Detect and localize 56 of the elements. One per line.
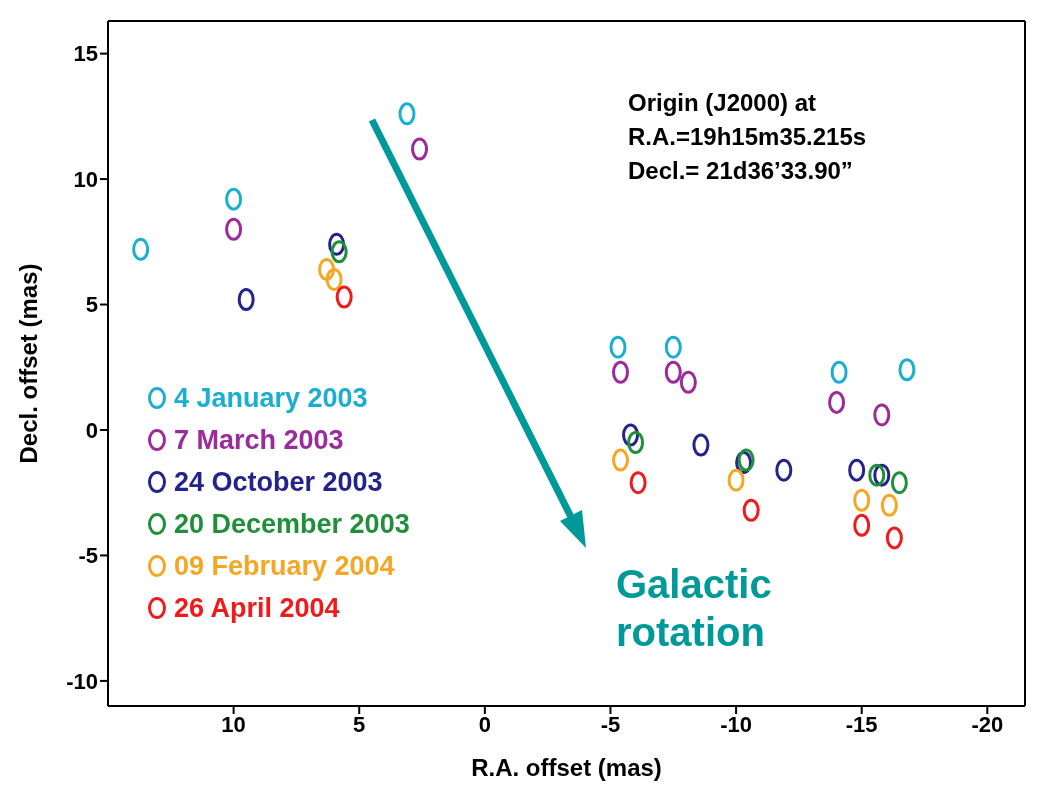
legend-label: 26 April 2004 [173,591,341,625]
point [318,257,336,281]
y-tick-label: 10 [73,166,98,192]
point [335,285,353,309]
y-tick-label: 15 [73,41,98,67]
point [612,448,630,472]
point [679,370,697,394]
point [885,526,903,550]
point [225,217,243,241]
annotation: Origin (J2000) at R.A.=19h15m35.215s Decl.= 21d36’33.90” [628,88,867,186]
point [612,360,630,384]
point [664,335,682,359]
point [727,468,745,492]
point [330,240,348,264]
point [629,471,647,495]
point [868,463,886,487]
x-tick-label: -5 [600,711,621,737]
point [853,513,871,537]
y-tick-label: 5 [85,292,98,318]
point [627,431,645,455]
x-tick-label: -20 [971,711,1004,737]
point [664,360,682,384]
point [225,187,243,211]
point [898,358,916,382]
x-tick-label: 5 [353,711,366,737]
legend-label: 7 March 2003 [173,423,345,457]
point [237,288,255,312]
x-axis-title: R.A. offset (mas) [471,754,662,781]
y-tick-label: -10 [66,668,98,694]
annotation: Galactic rotation [616,561,773,656]
legend-label: 20 December 2003 [173,507,410,541]
point [609,335,627,359]
point [325,267,343,291]
point [398,102,416,126]
x-tick-label: 10 [221,711,246,737]
x-tick-label: -10 [720,711,752,737]
legend-label: 09 February 2004 [173,549,396,583]
point [830,360,848,384]
point [853,488,871,512]
x-tick-label: -15 [845,711,878,737]
point [692,433,710,457]
legend-label: 4 January 2003 [173,381,369,415]
y-tick-label: 0 [85,417,98,443]
y-tick-label: -5 [78,543,98,569]
point [880,493,898,517]
x-tick-label: 0 [478,711,491,737]
point [132,237,150,261]
point [873,403,891,427]
y-axis-title: Decl. offset (mas) [14,263,42,464]
point [742,498,760,522]
point [411,137,429,161]
legend-label: 24 October 2003 [173,465,384,499]
point [890,471,908,495]
point [775,458,793,482]
point [848,458,866,482]
point [828,390,846,414]
